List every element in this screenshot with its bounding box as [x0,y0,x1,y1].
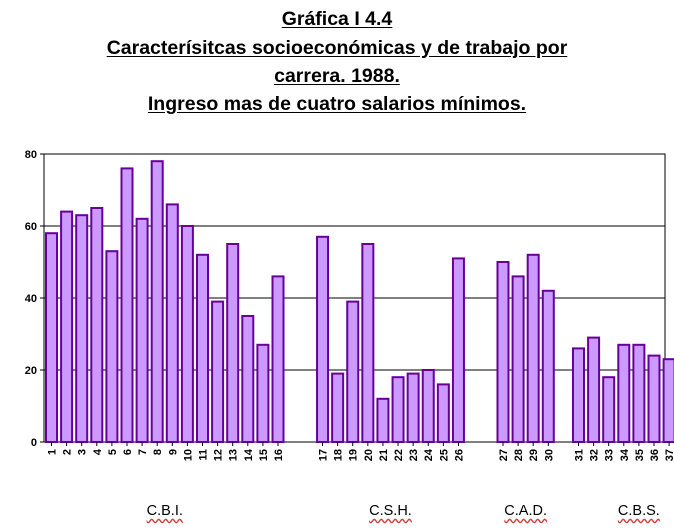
title-text-1: Gráfica I 4.4 [281,8,393,30]
x-tick-label: 20 [363,449,375,461]
x-tick-label: 19 [348,449,360,461]
x-tick-label: 26 [453,449,465,461]
x-tick-label: 6 [122,449,134,455]
x-tick-label: 18 [333,449,345,461]
y-tick-label: 40 [25,293,37,305]
x-tick-label: 33 [604,449,616,461]
x-tick-label: 12 [213,449,225,461]
bar [421,369,435,443]
bar [90,207,104,443]
x-tick-label: 29 [528,449,540,461]
bar [361,243,375,443]
bar [511,275,525,443]
chart-title-line-3: carrera. 1988. [0,64,674,89]
x-tick-label: 25 [438,449,450,461]
bar [436,383,450,443]
x-tick-label: 37 [664,449,674,461]
x-tick-label: 1 [47,449,59,455]
x-tick-label: 34 [619,448,631,461]
bar [541,289,555,443]
bar [105,250,119,443]
x-tick-label: 16 [273,449,285,461]
bar [211,300,225,443]
y-tick-label: 0 [31,437,37,449]
chart-title-line-2: Caracterísitcas socioeconómicas y de tra… [0,36,674,61]
bar [571,347,585,443]
x-tick-label: 14 [243,448,255,461]
bar [271,275,285,443]
x-tick-label: 7 [137,449,149,455]
chart-title-line-1: Gráfica I 4.4 [0,7,674,32]
bar [316,235,330,443]
bar [346,300,360,443]
bar [150,160,164,443]
bar [526,253,540,443]
title-text-4: Ingreso mas de cuatro salarios mínimos. [147,93,527,115]
bar [376,397,390,443]
x-tick-label: 36 [649,449,661,461]
bar [120,167,134,443]
bar [180,225,194,443]
x-tick-label: 35 [634,449,646,461]
title-text-2: Caracterísitcas socioeconómicas y de tra… [106,37,568,59]
x-tick-label: 2 [62,449,74,455]
y-tick-label: 20 [25,365,37,377]
x-tick-label: 13 [228,449,240,461]
title-text-3: carrera. 1988. [274,65,400,87]
group-label: C.B.I. [146,503,183,519]
x-tick-label: 32 [589,449,601,461]
bar [662,358,674,444]
bar [135,217,149,443]
bar [241,315,255,443]
x-tick-label: 5 [107,449,119,455]
bar [165,203,179,443]
bar [75,214,89,443]
x-tick-label: 3 [77,449,89,455]
bar [587,336,601,444]
bar [406,372,420,444]
bar [602,376,616,444]
x-tick-label: 30 [543,449,555,461]
x-tick-label: 22 [393,449,405,461]
bar [632,343,646,443]
x-tick-label: 15 [258,449,270,461]
bar [226,243,240,443]
bar [196,253,209,443]
x-tick-label: 9 [167,449,179,455]
x-tick-label: 24 [423,448,435,461]
bar [617,343,631,443]
bar [256,343,270,443]
x-tick-label: 21 [378,449,390,461]
group-label: C.B.S. [617,503,660,519]
x-tick-label: 23 [408,449,420,461]
chart-title-line-4: Ingreso mas de cuatro salarios mínimos. [0,92,674,117]
x-tick-label: 11 [198,449,210,461]
x-tick-label: 17 [318,449,330,461]
bar [60,210,74,443]
y-tick-label: 60 [25,221,37,233]
bar [331,372,345,444]
bar [451,257,465,443]
x-tick-label: 28 [513,449,525,461]
x-tick-label: 8 [152,449,164,455]
y-tick-label: 80 [25,149,37,161]
group-label: C.A.D. [504,503,547,519]
x-tick-label: 31 [573,449,585,461]
x-tick-label: 27 [498,449,510,461]
bar [647,354,661,444]
x-tick-label: 10 [182,449,194,461]
bar [496,261,510,443]
group-label: C.S.H. [369,503,412,519]
bar [45,232,58,443]
bar [391,376,405,444]
x-tick-label: 4 [92,448,104,455]
